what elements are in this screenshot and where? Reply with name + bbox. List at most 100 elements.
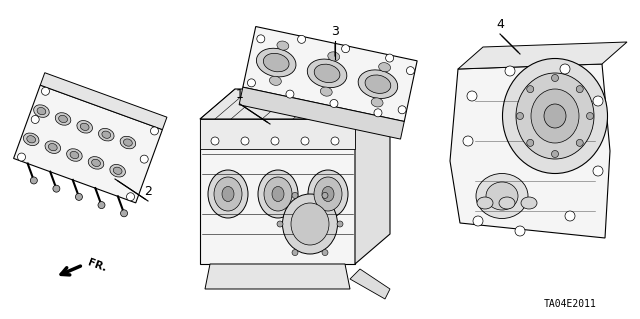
Circle shape [552,75,559,81]
Text: 1: 1 [236,88,244,101]
Circle shape [406,67,415,75]
Ellipse shape [291,203,329,245]
Polygon shape [355,89,390,264]
Circle shape [277,221,283,227]
Ellipse shape [77,121,92,133]
Polygon shape [205,264,350,289]
Polygon shape [450,64,610,238]
Circle shape [560,64,570,74]
Circle shape [322,192,328,198]
Circle shape [576,85,583,93]
Circle shape [322,249,328,256]
Ellipse shape [24,133,39,145]
Polygon shape [239,87,404,139]
Ellipse shape [208,170,248,218]
Circle shape [301,137,309,145]
Text: 2: 2 [144,185,152,198]
Ellipse shape [70,152,79,159]
Ellipse shape [59,115,67,122]
Ellipse shape [92,159,100,167]
Circle shape [76,193,83,200]
Ellipse shape [499,197,515,209]
Circle shape [140,155,148,163]
Text: TA04E2011: TA04E2011 [543,299,596,309]
Polygon shape [350,269,390,299]
Polygon shape [200,119,355,264]
Ellipse shape [531,89,579,143]
Ellipse shape [37,108,46,115]
Circle shape [211,137,219,145]
Circle shape [505,66,515,76]
Ellipse shape [502,58,607,174]
Ellipse shape [27,136,36,143]
Ellipse shape [263,53,289,72]
Circle shape [30,177,37,184]
Ellipse shape [486,182,518,210]
Ellipse shape [371,98,383,107]
Circle shape [586,113,593,120]
Circle shape [527,85,534,93]
Ellipse shape [521,197,537,209]
Ellipse shape [516,73,594,159]
Text: 4: 4 [496,18,504,31]
Circle shape [120,210,127,217]
Circle shape [331,137,339,145]
Circle shape [98,202,105,209]
Polygon shape [243,26,417,122]
Ellipse shape [49,144,57,151]
Ellipse shape [358,70,397,99]
Ellipse shape [314,177,342,211]
Ellipse shape [307,59,347,88]
Polygon shape [200,89,390,119]
Circle shape [515,226,525,236]
Ellipse shape [476,174,528,219]
Ellipse shape [322,187,334,202]
Circle shape [374,109,382,117]
Circle shape [386,54,394,62]
Ellipse shape [110,165,125,177]
Circle shape [248,79,255,87]
Ellipse shape [365,75,391,93]
Text: FR.: FR. [86,257,108,273]
Circle shape [42,87,49,95]
Polygon shape [40,73,167,130]
Circle shape [150,127,159,135]
Circle shape [31,115,39,123]
Circle shape [53,185,60,192]
Ellipse shape [55,113,71,125]
Ellipse shape [328,52,340,61]
Circle shape [516,113,524,120]
Circle shape [17,153,26,161]
Ellipse shape [314,64,340,83]
Circle shape [467,91,477,101]
Ellipse shape [258,170,298,218]
Ellipse shape [34,105,49,117]
Circle shape [257,35,265,43]
Circle shape [337,221,343,227]
Polygon shape [200,119,355,149]
Circle shape [463,136,473,146]
Circle shape [286,90,294,98]
Polygon shape [13,85,163,203]
Ellipse shape [544,104,566,128]
Ellipse shape [120,136,136,149]
Circle shape [342,45,349,53]
Circle shape [593,166,603,176]
Ellipse shape [102,131,111,138]
Circle shape [330,100,338,108]
Circle shape [271,137,279,145]
Ellipse shape [67,149,82,161]
Ellipse shape [477,197,493,209]
Circle shape [127,193,134,201]
Circle shape [593,96,603,106]
Ellipse shape [80,123,89,130]
Circle shape [527,139,534,146]
Ellipse shape [113,167,122,174]
Circle shape [565,211,575,221]
Ellipse shape [282,194,337,254]
Ellipse shape [320,87,332,96]
Ellipse shape [277,41,289,50]
Circle shape [292,192,298,198]
Circle shape [298,35,305,43]
Ellipse shape [264,177,292,211]
